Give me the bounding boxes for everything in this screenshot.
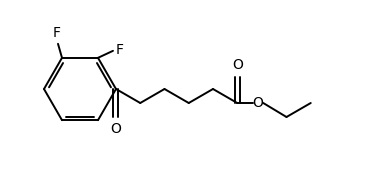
Text: F: F — [53, 26, 61, 40]
Text: O: O — [252, 96, 263, 110]
Text: O: O — [232, 58, 243, 72]
Text: F: F — [116, 43, 124, 57]
Text: O: O — [110, 122, 121, 136]
